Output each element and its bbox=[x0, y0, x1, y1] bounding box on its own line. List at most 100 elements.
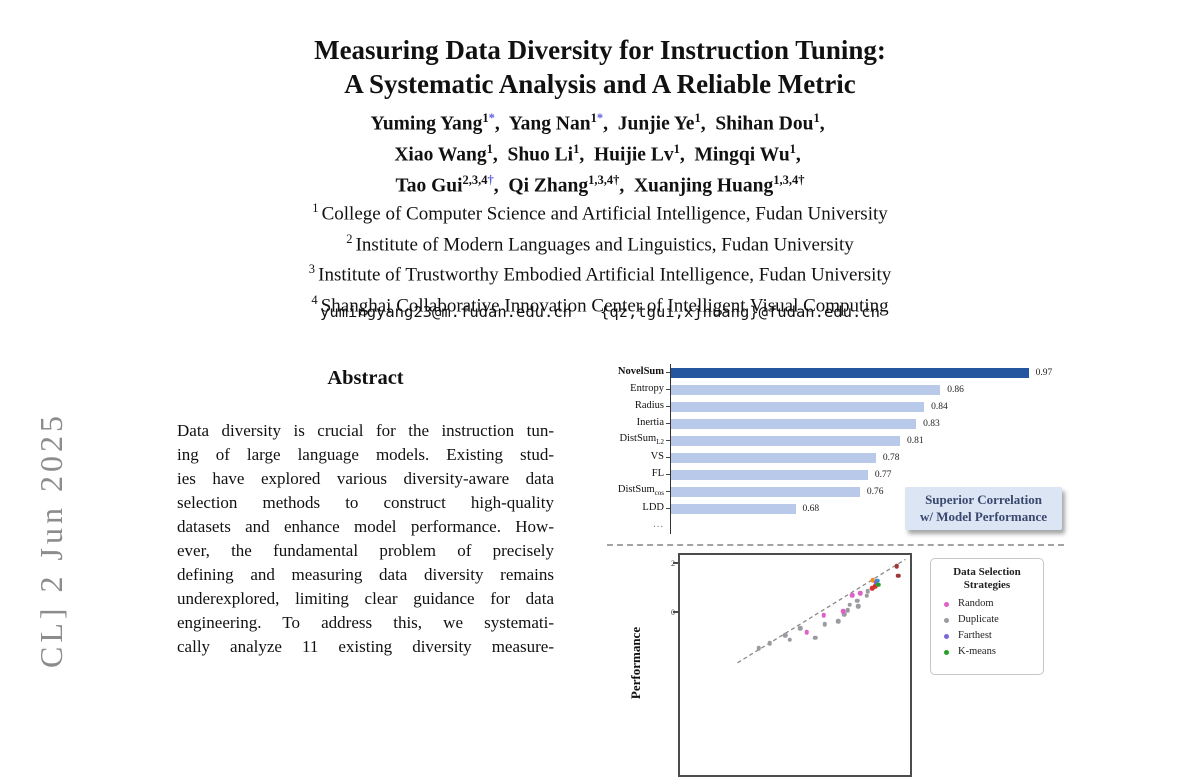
bar-label: LDD bbox=[642, 502, 664, 514]
bar-value-label: 0.68 bbox=[802, 503, 820, 514]
annotation-line1: Superior Correlation bbox=[925, 492, 1042, 507]
abstract-line: ies have explored various diversity-awar… bbox=[177, 469, 554, 488]
legend-dot-icon bbox=[944, 633, 949, 639]
bar bbox=[671, 418, 917, 429]
author-marker: * bbox=[488, 111, 495, 125]
author-separator: , bbox=[603, 113, 618, 135]
arxiv-watermark-text: CL] 2 Jun 2025 bbox=[33, 412, 69, 668]
scatter-point bbox=[864, 593, 870, 599]
author-name: Yang Nan bbox=[508, 113, 591, 135]
bar-plot-area: 0.77 bbox=[670, 466, 1063, 483]
bar-label: FL bbox=[651, 468, 664, 480]
abstract-heading: Abstract bbox=[327, 367, 404, 389]
affiliation-line: 3 Institute of Trustworthy Embodied Arti… bbox=[0, 257, 1200, 288]
bar-label: VS bbox=[650, 451, 664, 463]
bar-plot-area: 0.68 bbox=[670, 500, 1063, 517]
author-superscript: 1,3,4† bbox=[588, 173, 620, 187]
bar-axis-tick bbox=[666, 372, 670, 373]
author-separator: , bbox=[795, 144, 806, 166]
abstract-section: Abstract Data diversity is crucial for t… bbox=[177, 363, 554, 659]
bar bbox=[671, 435, 901, 446]
annotation-line2: w/ Model Performance bbox=[919, 508, 1048, 524]
author-line: Yuming Yang1*, Yang Nan1*, Junjie Ye1, S… bbox=[0, 106, 1200, 137]
scatter-point bbox=[855, 603, 861, 609]
paper-title-line2: A Systematic Analysis and A Reliable Met… bbox=[344, 69, 856, 99]
abstract-line: Data diversity is crucial for the instru… bbox=[177, 421, 554, 440]
affiliation-text: Institute of Modern Languages and Lingui… bbox=[355, 234, 854, 256]
bar-axis-tick bbox=[666, 457, 670, 458]
scatter-point bbox=[842, 612, 847, 617]
legend-item-label: Random bbox=[958, 597, 994, 609]
scatter-point bbox=[872, 583, 878, 589]
affiliation-text: College of Computer Science and Artifici… bbox=[321, 203, 888, 225]
author-separator: , bbox=[579, 144, 594, 166]
scatter-point bbox=[854, 598, 860, 604]
scatter-point bbox=[875, 582, 881, 588]
scatter-plot: 20 bbox=[671, 553, 912, 777]
scatter-point bbox=[845, 607, 851, 613]
scatter-point bbox=[857, 590, 863, 596]
scatter-point bbox=[895, 573, 901, 579]
scatter-point bbox=[870, 577, 876, 583]
scatter-point bbox=[797, 625, 803, 631]
scatter-point bbox=[894, 563, 900, 569]
legend-item-label: K-means bbox=[958, 645, 996, 657]
bar-axis-tick bbox=[666, 423, 670, 424]
legend-dot-icon bbox=[944, 649, 949, 655]
author-superscript: 1 bbox=[673, 142, 680, 156]
paper-title-line1: Measuring Data Diversity for Instruction… bbox=[314, 35, 886, 65]
author-superscript: 2,3,4† bbox=[462, 173, 494, 187]
bar-value-label: 0.83 bbox=[923, 418, 940, 429]
bar-plot-area: 0.83 bbox=[670, 415, 1063, 432]
abstract-line: defining and measuring data diversity re… bbox=[177, 565, 554, 584]
author-marker: † bbox=[613, 173, 620, 187]
abstract-line: selection methods to construct high-qual… bbox=[177, 493, 554, 512]
bar-label-subscript: L2 bbox=[656, 438, 664, 447]
author-separator: , bbox=[619, 175, 634, 197]
legend-item-label: Farthest bbox=[958, 629, 992, 641]
author-separator: , bbox=[819, 113, 830, 135]
abstract-line: ever, the fundamental problem of precise… bbox=[177, 541, 554, 560]
bar-row: NovelSum 0.97 bbox=[606, 364, 1063, 381]
bar-axis-tick bbox=[666, 491, 670, 492]
bar bbox=[671, 452, 876, 463]
bar-row: FL 0.77 bbox=[606, 466, 1063, 483]
author-name: Junjie Ye bbox=[617, 113, 695, 135]
bar-value-label: 0.97 bbox=[1035, 367, 1053, 378]
affiliation-block: 1 College of Computer Science and Artifi… bbox=[0, 196, 1200, 319]
author-name: Huijie Lv bbox=[593, 144, 674, 166]
bar-value-label: 0.86 bbox=[947, 384, 964, 395]
legend-dot-icon bbox=[944, 601, 949, 607]
affiliation-superscript: 1 bbox=[312, 201, 322, 215]
bar-axis-tick bbox=[666, 508, 670, 509]
affiliation-superscript: 3 bbox=[308, 262, 319, 277]
affiliation-superscript: 2 bbox=[346, 231, 356, 246]
bar-label: Radius bbox=[634, 400, 664, 412]
author-block: Yuming Yang1*, Yang Nan1*, Junjie Ye1, S… bbox=[0, 106, 1200, 199]
affiliation-text: Institute of Trustworthy Embodied Artifi… bbox=[318, 264, 892, 286]
bar-label: Inertia bbox=[636, 417, 664, 429]
author-name: Shihan Dou bbox=[715, 113, 814, 135]
affiliation-line: 4 Shanghai Collaborative Innovation Cent… bbox=[0, 288, 1200, 319]
bar-value-label: 0.76 bbox=[866, 486, 884, 497]
scatter-point bbox=[767, 640, 773, 646]
legend-item: Random bbox=[939, 596, 1035, 612]
bar-axis-tick bbox=[666, 440, 670, 441]
author-name: Shuo Li bbox=[507, 144, 574, 166]
author-separator: , bbox=[492, 144, 508, 166]
abstract-line: cally analyze 11 existing diversity meas… bbox=[177, 637, 554, 656]
author-line: Xiao Wang1, Shuo Li1, Huijie Lv1, Mingqi… bbox=[0, 137, 1200, 168]
trend-line bbox=[738, 559, 906, 662]
affiliation-line: 1 College of Computer Science and Artifi… bbox=[0, 196, 1200, 227]
scatter-legend: Data Selection Strategies Random Duplicat… bbox=[930, 558, 1044, 675]
author-superscript: 1 bbox=[573, 142, 580, 156]
author-separator: , bbox=[494, 113, 509, 135]
bar bbox=[671, 384, 941, 395]
bar-value-label: 0.78 bbox=[882, 452, 900, 463]
bar-plot-area: 0.97 bbox=[670, 364, 1063, 381]
abstract-line: ing of large language models. Existing s… bbox=[177, 445, 554, 464]
author-name: Yuming Yang bbox=[370, 113, 483, 135]
author-superscript: 1,3,4† bbox=[773, 173, 805, 187]
scatter-point bbox=[835, 618, 841, 624]
bar bbox=[671, 503, 796, 514]
